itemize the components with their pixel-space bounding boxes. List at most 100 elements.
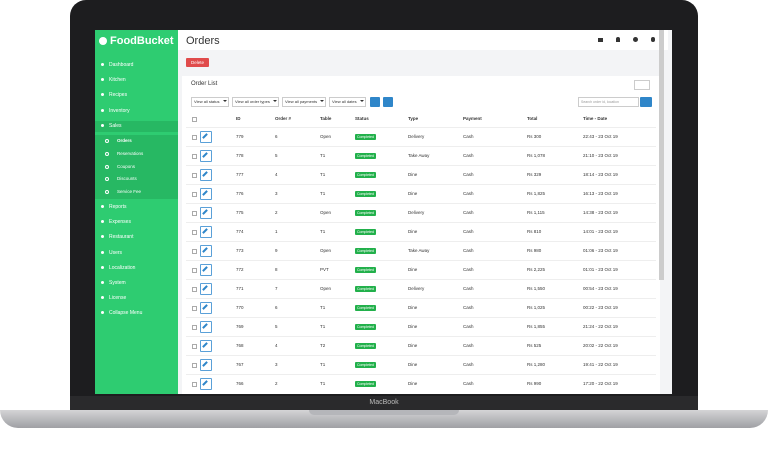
menu-item[interactable]: Localization xyxy=(109,264,136,271)
status-badge: Completed xyxy=(355,210,376,216)
submenu-item[interactable]: Reservations xyxy=(117,150,144,156)
table-cell: Rs 1,550 xyxy=(527,286,546,291)
delete-button[interactable]: Delete xyxy=(186,58,210,67)
checkbox[interactable] xyxy=(192,325,197,330)
search-button[interactable] xyxy=(640,97,652,107)
page-title: Orders xyxy=(186,35,220,47)
checkbox[interactable] xyxy=(192,117,197,122)
checkbox[interactable] xyxy=(192,192,197,197)
edit-button[interactable] xyxy=(200,378,212,390)
edit-button[interactable] xyxy=(200,283,212,295)
table-cell: Cash xyxy=(463,134,474,139)
edit-button[interactable] xyxy=(200,131,212,143)
menu-item[interactable]: Restaurant xyxy=(109,234,134,241)
scrollbar xyxy=(659,30,664,280)
checkbox[interactable] xyxy=(192,173,197,178)
menu-item[interactable]: License xyxy=(109,295,127,302)
table-cell: 00:54 - 23 Oct 19 xyxy=(583,286,618,291)
filter-select[interactable]: View all dates xyxy=(329,97,366,107)
table-cell: T1 xyxy=(320,172,326,177)
table-cell: Take Away xyxy=(408,153,430,158)
icon-mail[interactable] xyxy=(598,38,603,42)
icon-settings[interactable] xyxy=(633,37,638,42)
menu-icon xyxy=(101,108,104,112)
checkbox[interactable] xyxy=(192,382,197,387)
submenu-item[interactable]: Discounts xyxy=(117,176,137,182)
edit-button[interactable] xyxy=(200,207,212,219)
row-divider xyxy=(186,184,656,185)
menu-item[interactable]: Kitchen xyxy=(109,77,126,84)
submenu-item[interactable]: Orders xyxy=(117,138,132,143)
menu-item[interactable]: Reports xyxy=(109,204,127,210)
menu-item[interactable]: System xyxy=(109,280,126,286)
edit-button[interactable] xyxy=(200,150,212,162)
search-input[interactable]: Search order id, location xyxy=(578,97,639,107)
table-cell: Rs 525 xyxy=(527,343,542,348)
menu-item[interactable]: Expenses xyxy=(109,219,131,226)
filter-select[interactable]: View all payments xyxy=(282,97,327,107)
filter-button[interactable] xyxy=(383,97,393,107)
submenu-item[interactable]: Service Fee xyxy=(117,189,142,195)
row-divider xyxy=(186,279,656,280)
filter-toggle[interactable] xyxy=(634,80,650,90)
table-cell: Rs 810 xyxy=(527,229,542,234)
checkbox[interactable] xyxy=(192,363,197,368)
checkbox[interactable] xyxy=(192,306,197,311)
checkbox[interactable] xyxy=(192,287,197,292)
menu-item[interactable]: Collapse Menu xyxy=(109,310,143,317)
table-cell: 21:10 - 23 Oct 19 xyxy=(583,153,618,158)
checkbox[interactable] xyxy=(192,211,197,216)
menu-item[interactable]: Users xyxy=(109,249,123,256)
checkbox[interactable] xyxy=(192,268,197,273)
menu-item[interactable]: Recipes xyxy=(109,92,128,99)
row-divider xyxy=(186,165,656,166)
table-cell: Delivery xyxy=(408,210,425,215)
icon-bell[interactable] xyxy=(616,37,620,42)
column-header: Type xyxy=(408,116,419,121)
select-arrow xyxy=(320,100,324,102)
edit-button[interactable] xyxy=(200,226,212,238)
edit-button[interactable] xyxy=(200,188,212,200)
icon-user[interactable] xyxy=(651,37,655,42)
checkbox[interactable] xyxy=(192,135,197,140)
checkbox[interactable] xyxy=(192,249,197,254)
edit-button[interactable] xyxy=(200,359,212,371)
table-cell: Dine xyxy=(408,343,418,348)
table-cell: 769 xyxy=(236,324,244,329)
edit-button[interactable] xyxy=(200,245,212,257)
table-cell: Rs 2,225 xyxy=(527,267,546,272)
table-cell: Dine xyxy=(408,267,418,272)
table-cell: 17:20 - 22 Oct 19 xyxy=(583,381,618,386)
table-cell: Cash xyxy=(463,343,474,348)
edit-button[interactable] xyxy=(200,321,212,333)
edit-button[interactable] xyxy=(200,340,212,352)
checkbox[interactable] xyxy=(192,344,197,349)
table-cell: Dine xyxy=(408,381,418,386)
filter-select[interactable]: View all status xyxy=(191,97,229,107)
table-cell: Open xyxy=(320,248,332,253)
table-cell: 4 xyxy=(275,172,278,177)
menu-item[interactable]: Dashboard xyxy=(109,62,134,68)
table-cell: 22:43 - 23 Oct 19 xyxy=(583,134,618,139)
status-badge: Completed xyxy=(355,305,376,311)
table-cell: 6 xyxy=(275,134,278,139)
checkbox[interactable] xyxy=(192,230,197,235)
filter-select[interactable]: View all order types xyxy=(232,97,279,107)
submenu-item[interactable]: Coupons xyxy=(117,163,136,169)
table-cell: Dine xyxy=(408,229,418,234)
edit-button[interactable] xyxy=(200,302,212,314)
status-badge: Completed xyxy=(355,134,376,140)
menu-item[interactable]: Sales xyxy=(109,122,122,129)
status-badge: Completed xyxy=(355,362,376,368)
table-cell: 00:22 - 23 Oct 19 xyxy=(583,305,618,310)
edit-button[interactable] xyxy=(200,169,212,181)
menu-item[interactable]: Inventory xyxy=(109,107,130,114)
laptop-base xyxy=(0,410,768,428)
checkbox[interactable] xyxy=(192,154,197,159)
table-cell: 3 xyxy=(275,362,278,367)
edit-button[interactable] xyxy=(200,264,212,276)
table-cell: 1 xyxy=(275,229,278,234)
table-cell: 3 xyxy=(275,191,278,196)
table-cell: Open xyxy=(320,210,332,215)
filter-button[interactable] xyxy=(370,97,380,107)
